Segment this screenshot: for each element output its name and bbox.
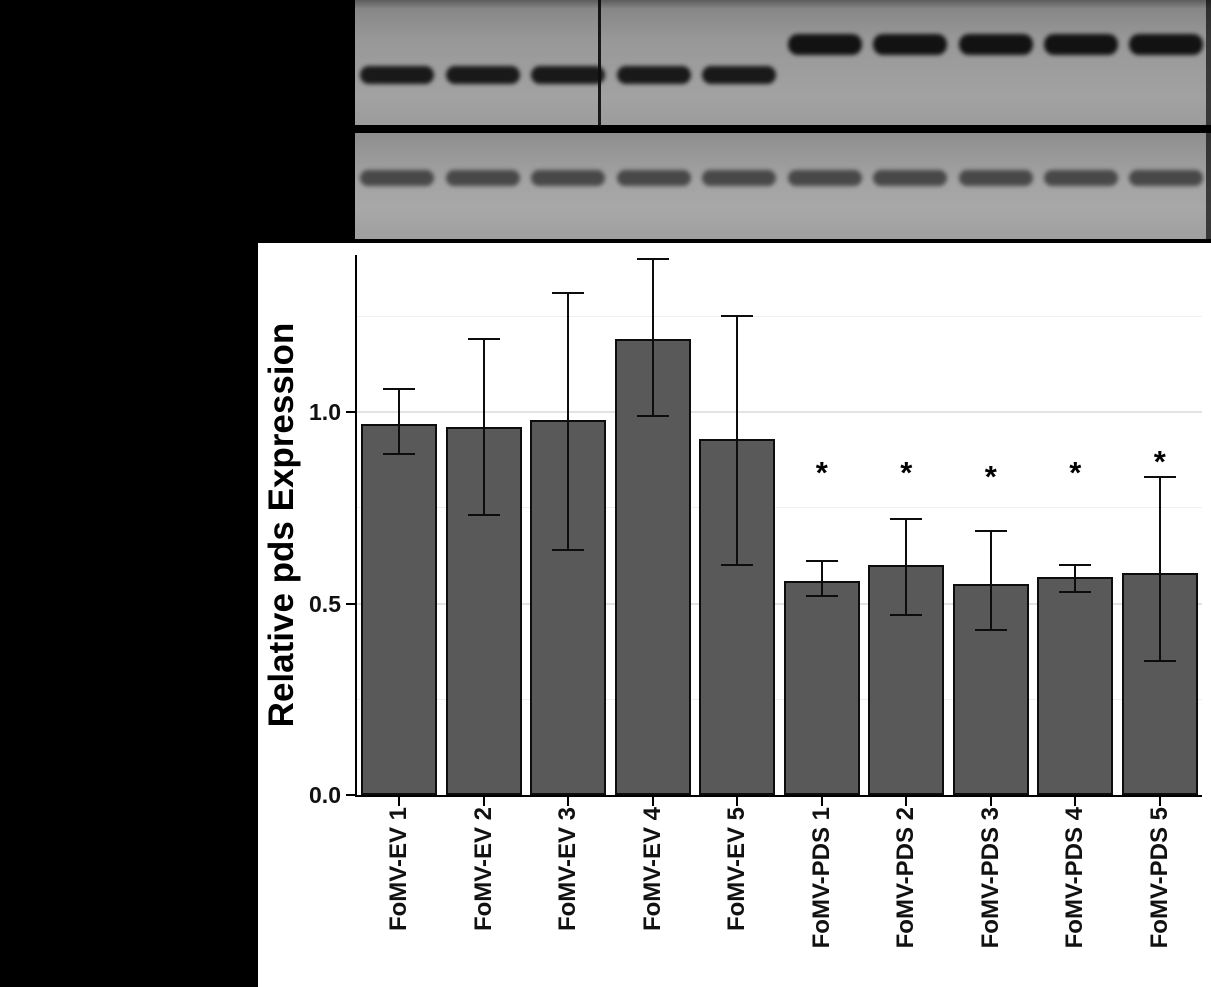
x-tick-mark (567, 797, 570, 806)
error-bar-cap-top (552, 292, 585, 295)
error-bar-cap-top (636, 257, 669, 260)
error-bar-line-fomv-ev-4 (651, 258, 654, 416)
x-tick-mark (1074, 797, 1077, 806)
loading-control-band (959, 170, 1033, 186)
bar-fomv-pds-4 (1037, 576, 1114, 795)
x-tick-mark (905, 797, 908, 806)
gridline-major (357, 411, 1202, 414)
gridline-minor (357, 698, 1202, 700)
error-bar-cap-top (974, 529, 1007, 532)
gridline-minor (357, 507, 1202, 509)
x-tick-label-fomv-ev-1: FoMV-EV 1 (385, 807, 413, 932)
loading-control-band (617, 170, 691, 186)
error-bar-cap-top (1059, 564, 1092, 567)
x-tick-mark (1158, 797, 1161, 806)
y-tick-mark (346, 411, 355, 414)
y-tick-mark (346, 602, 355, 605)
ev-product-band (531, 66, 605, 84)
error-bar-cap-bottom (552, 548, 585, 551)
x-tick-label-fomv-pds-3: FoMV-PDS 3 (976, 807, 1004, 949)
y-tick-label: 0.0 (309, 782, 341, 808)
error-bar-line-fomv-pds-5 (1158, 477, 1161, 661)
significance-star-fomv-pds-5: * (1153, 443, 1166, 479)
error-bar-line-fomv-ev-1 (398, 389, 401, 455)
error-bar-cap-bottom (383, 453, 416, 456)
y-tick-label: 1.0 (309, 399, 341, 426)
x-tick-label-fomv-pds-2: FoMV-PDS 2 (892, 807, 920, 949)
gel-separator (355, 125, 1211, 133)
error-bar-cap-bottom (467, 514, 500, 517)
ev-product-band (617, 66, 691, 84)
gridline-minor (357, 315, 1202, 317)
error-bar-line-fomv-ev-3 (567, 293, 570, 550)
x-tick-mark (820, 797, 823, 806)
x-tick-label-fomv-ev-3: FoMV-EV 3 (554, 807, 582, 932)
x-tick-label-fomv-pds-1: FoMV-PDS 1 (807, 807, 835, 949)
x-tick-label-fomv-ev-4: FoMV-EV 4 (638, 807, 666, 932)
loading-control-band (788, 170, 862, 186)
error-bar-cap-bottom (805, 594, 838, 597)
ev-product-band (446, 66, 520, 84)
y-tick-label: 0.5 (309, 590, 341, 617)
bar-chart: Relative pds Expression * * * * * 0.0 0.5 1.0 F… (258, 243, 1211, 987)
error-bar-line-fomv-pds-1 (820, 561, 823, 596)
error-bar-line-fomv-pds-3 (989, 530, 992, 631)
x-tick-mark (736, 797, 739, 806)
pds-product-band (873, 34, 947, 55)
y-axis-label: Relative pds Expression (262, 322, 301, 728)
pds-product-band (1044, 34, 1118, 55)
plot-area: * * * * * (355, 255, 1202, 797)
gel-rtpcr-panel (355, 0, 1211, 125)
bar-fomv-ev-4 (614, 339, 691, 795)
loading-control-band (446, 170, 520, 186)
significance-star-fomv-pds-1: * (815, 455, 828, 491)
loading-control-band (531, 170, 605, 186)
loading-control-band (360, 170, 434, 186)
gel-right-edge (1206, 0, 1211, 243)
error-bar-line-fomv-ev-5 (736, 316, 739, 566)
bar-fomv-ev-1 (361, 423, 438, 795)
loading-control-band (873, 170, 947, 186)
error-bar-cap-top (805, 560, 838, 563)
error-bar-line-fomv-ev-2 (482, 339, 485, 516)
error-bar-line-fomv-pds-4 (1074, 565, 1077, 592)
loading-control-band (1044, 170, 1118, 186)
ev-product-band (702, 66, 776, 84)
y-tick-mark (346, 794, 355, 796)
error-bar-cap-top (383, 388, 416, 391)
error-bar-cap-bottom (974, 629, 1007, 632)
error-bar-cap-top (467, 338, 500, 341)
error-bar-cap-top (890, 518, 923, 521)
error-bar-cap-bottom (636, 414, 669, 417)
pds-product-band (1129, 34, 1203, 55)
error-bar-cap-top (1143, 476, 1176, 479)
x-tick-label-fomv-ev-5: FoMV-EV 5 (723, 807, 751, 932)
loading-control-band (702, 170, 776, 186)
x-tick-label-fomv-pds-5: FoMV-PDS 5 (1145, 807, 1173, 949)
gridline-major (357, 602, 1202, 605)
gel-loading-control-panel (355, 133, 1211, 239)
error-bar-cap-bottom (1059, 591, 1092, 594)
x-tick-label-fomv-ev-2: FoMV-EV 2 (469, 807, 497, 932)
gel-panels (355, 0, 1211, 243)
gel-splice-line (598, 0, 601, 125)
x-tick-mark (989, 797, 992, 806)
error-bar-line-fomv-pds-2 (905, 519, 908, 615)
x-tick-label-fomv-pds-4: FoMV-PDS 4 (1061, 807, 1089, 949)
error-bar-cap-bottom (1143, 659, 1176, 662)
x-tick-mark (398, 797, 401, 806)
ev-product-band (360, 66, 434, 84)
significance-star-fomv-pds-2: * (900, 455, 913, 491)
x-tick-mark (482, 797, 485, 806)
error-bar-cap-bottom (890, 614, 923, 616)
x-tick-mark (651, 797, 654, 806)
significance-star-fomv-pds-3: * (984, 459, 997, 495)
pds-product-band (959, 34, 1033, 55)
loading-control-band (1129, 170, 1203, 186)
error-bar-cap-top (721, 315, 754, 318)
significance-star-fomv-pds-4: * (1069, 455, 1082, 491)
pds-product-band (788, 34, 862, 55)
error-bar-cap-bottom (721, 564, 754, 567)
bar-fomv-pds-1 (783, 580, 860, 795)
